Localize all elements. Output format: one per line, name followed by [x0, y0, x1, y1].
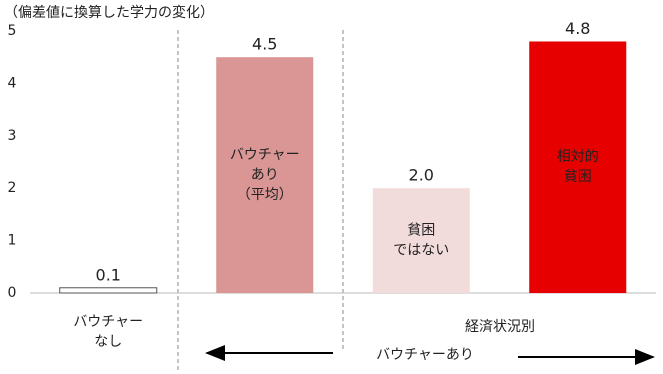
category-label: （平均） — [237, 187, 293, 203]
y-tick-label: 2 — [8, 180, 17, 196]
bar — [529, 41, 627, 294]
y-tick-label: 4 — [8, 75, 17, 91]
value-label: 2.0 — [409, 166, 434, 185]
group-label: 経済状況別 — [465, 319, 535, 335]
value-label: 4.8 — [565, 19, 590, 38]
y-tick-label: 1 — [8, 233, 17, 249]
y-tick-label: 0 — [8, 285, 17, 301]
chart-title: （偏差値に換算した学力の変化） — [4, 4, 214, 21]
bar — [372, 188, 470, 293]
value-label: 4.5 — [252, 35, 277, 54]
category-label: ではない — [393, 243, 449, 259]
bar — [216, 57, 314, 294]
group-label: バウチャーあり — [376, 347, 474, 363]
category-label: 貧困 — [564, 169, 592, 185]
y-tick-label: 3 — [8, 128, 17, 144]
value-label: 0.1 — [96, 265, 121, 284]
category-label: なし — [94, 334, 122, 350]
category-label: バウチャー — [73, 314, 143, 330]
category-label: バウチャー — [230, 147, 300, 163]
category-label: 貧困 — [407, 223, 435, 239]
bar — [59, 287, 158, 294]
category-label: あり — [251, 167, 279, 183]
category-label: 相対的 — [557, 149, 599, 165]
y-tick-label: 5 — [8, 23, 17, 39]
